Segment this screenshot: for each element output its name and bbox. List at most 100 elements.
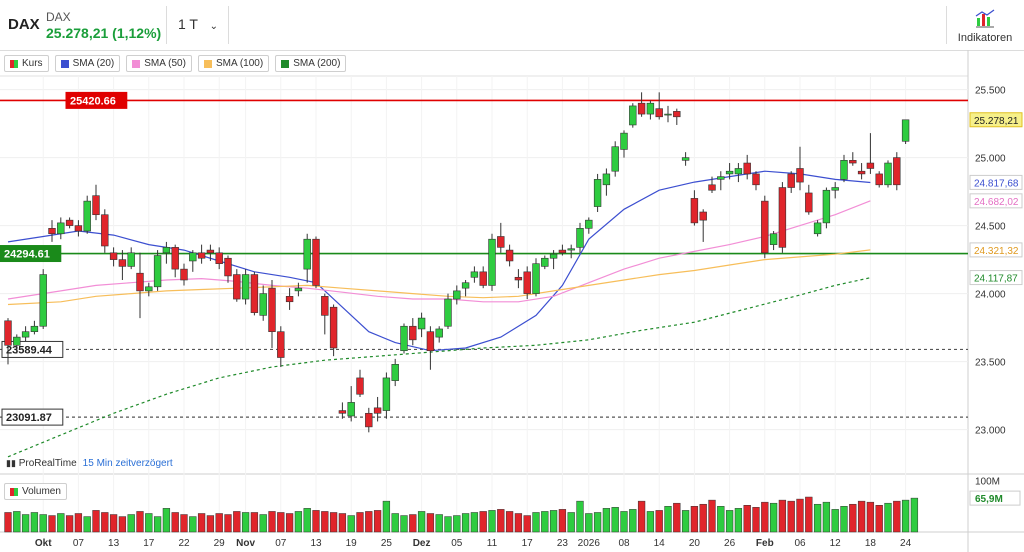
volume-bar <box>593 512 602 533</box>
candle-body <box>338 410 347 414</box>
volume-bar <box>743 505 751 533</box>
legend-label: SMA (100) <box>215 58 264 69</box>
candle-body <box>884 162 892 186</box>
volume-bar <box>4 512 12 533</box>
candle-body <box>681 157 690 161</box>
x-tick-label: 22 <box>178 538 190 549</box>
candle-body <box>805 192 813 213</box>
candle-body <box>488 238 496 286</box>
volume-bar <box>787 500 795 533</box>
y-tick-label: 24.000 <box>975 290 1006 301</box>
candle-body <box>866 162 875 169</box>
volume-axis-label: 100M <box>975 477 1000 488</box>
volume-bar <box>83 516 91 533</box>
volume-bar <box>673 502 681 533</box>
volume-bar <box>92 510 100 533</box>
volume-bar <box>400 515 408 533</box>
candle-body <box>620 132 628 150</box>
candle-body <box>109 252 118 260</box>
right-value-box <box>969 270 1023 286</box>
volume-bar <box>356 512 364 533</box>
candle-body <box>857 170 866 175</box>
volume-bar <box>13 511 21 533</box>
volume-bar <box>312 510 320 533</box>
volume-bar <box>717 506 725 533</box>
divider <box>228 6 229 44</box>
volume-bar <box>453 515 461 533</box>
period-selector[interactable]: 1 T ⌄ <box>178 16 218 32</box>
volume-bar <box>171 512 179 533</box>
volume-bar <box>444 516 452 533</box>
candle-body <box>417 317 426 330</box>
y-tick-label: 23.000 <box>975 426 1006 437</box>
indicators-label: Indikatoren <box>957 32 1013 44</box>
legend-sma20[interactable]: SMA (20) <box>54 55 121 72</box>
candle-body <box>734 168 743 175</box>
price-change: 25.278,21 (1,12%) <box>46 25 162 41</box>
candle-body <box>171 247 179 270</box>
legend-sma50[interactable]: SMA (50) <box>126 55 192 72</box>
candle-body <box>611 146 619 172</box>
volume-bar <box>30 512 39 533</box>
candle-body <box>233 274 241 300</box>
volume-bar <box>664 506 672 533</box>
candle-body <box>21 331 30 338</box>
chart-indicator-icon <box>975 9 995 28</box>
volume-bar <box>145 513 153 533</box>
volume-bar <box>479 511 487 533</box>
volume-bar <box>497 509 505 533</box>
x-tick-label: 24 <box>900 538 912 549</box>
candle-body <box>453 290 461 300</box>
volume-bar <box>206 515 215 533</box>
legend-sma200[interactable]: SMA (200) <box>275 55 347 72</box>
volume-bar <box>646 511 655 533</box>
candle-body <box>497 236 505 248</box>
volume-bar <box>417 511 426 533</box>
candle-body <box>470 271 479 278</box>
data-source: ▮▮ ProRealTime 15 Min zeitverzögert <box>6 458 173 469</box>
volume-bar <box>250 512 259 533</box>
x-tick-label: Okt <box>35 538 52 549</box>
volume-bar <box>532 512 540 533</box>
candle-body <box>400 325 408 352</box>
candle-body <box>268 287 276 332</box>
candle-body <box>382 377 391 411</box>
candle-body <box>690 198 699 224</box>
candle-body <box>162 247 171 254</box>
candle-body <box>893 157 901 186</box>
candle-body <box>576 228 584 248</box>
candle-body <box>461 282 470 289</box>
price-level-label: 25420.66 <box>70 95 116 107</box>
right-value-label: 24.321,32 <box>974 246 1019 257</box>
volume-bar <box>813 503 822 533</box>
y-tick-label: 25.000 <box>975 154 1006 165</box>
legend-volume[interactable]: Volumen <box>4 483 67 500</box>
legend-label: Kurs <box>22 58 43 69</box>
candle-body <box>769 233 778 245</box>
candle-body <box>321 296 329 316</box>
candle-body <box>391 364 399 381</box>
candle-body <box>250 274 259 313</box>
volume-bar <box>197 513 206 533</box>
indicators-button[interactable]: Indikatoren <box>950 4 1020 46</box>
x-tick-label: 18 <box>865 538 877 549</box>
volume-bar <box>233 511 241 533</box>
volume-bar <box>857 500 866 533</box>
candle-body <box>30 325 39 332</box>
candle-body <box>532 263 540 294</box>
volume-bar <box>57 513 65 533</box>
legend-swatch <box>281 59 290 68</box>
legend-sma100[interactable]: SMA (100) <box>197 55 270 72</box>
y-tick-label: 23.500 <box>975 358 1006 369</box>
candle-body <box>180 268 188 281</box>
candle-body <box>312 238 320 286</box>
candle-body <box>541 257 549 267</box>
right-value-box <box>969 242 1023 258</box>
candle-body <box>743 162 751 175</box>
volume-bar <box>109 514 118 533</box>
legend-kurs[interactable]: Kurs <box>4 55 49 72</box>
x-tick-label: 12 <box>830 538 842 549</box>
candle-body <box>241 274 250 300</box>
legend-swatch <box>203 59 212 68</box>
